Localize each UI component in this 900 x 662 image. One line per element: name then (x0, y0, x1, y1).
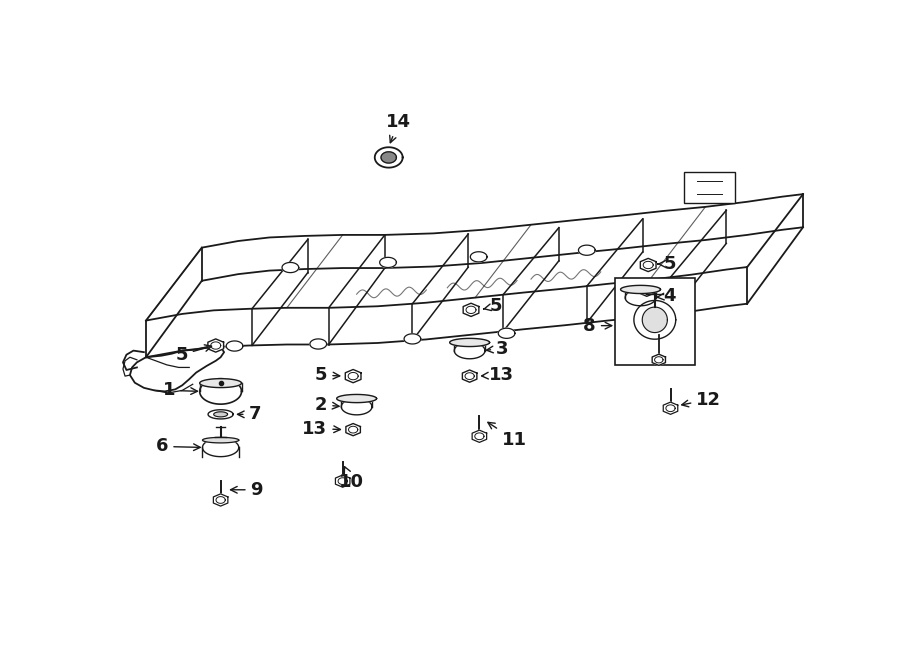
Polygon shape (213, 494, 228, 506)
Text: 5: 5 (483, 297, 501, 315)
Polygon shape (634, 301, 676, 339)
Bar (684, 172, 734, 203)
Polygon shape (202, 438, 238, 457)
Text: 10: 10 (339, 467, 365, 491)
Polygon shape (374, 147, 402, 167)
Bar (615, 278, 695, 365)
Polygon shape (226, 341, 243, 351)
Text: 5: 5 (315, 366, 339, 384)
Polygon shape (213, 412, 228, 417)
Text: 8: 8 (583, 316, 612, 335)
Polygon shape (663, 402, 678, 414)
Text: 12: 12 (681, 391, 721, 408)
Polygon shape (380, 258, 396, 267)
Text: 5: 5 (176, 345, 211, 363)
Polygon shape (202, 438, 238, 443)
Polygon shape (463, 370, 477, 382)
Text: 2: 2 (315, 396, 339, 414)
Polygon shape (130, 346, 224, 391)
Polygon shape (346, 369, 361, 383)
Polygon shape (346, 424, 360, 436)
Polygon shape (381, 152, 396, 163)
Polygon shape (454, 342, 485, 359)
Text: 13: 13 (302, 420, 340, 438)
Text: 6: 6 (156, 438, 200, 455)
Polygon shape (336, 475, 350, 487)
Polygon shape (337, 395, 376, 402)
Polygon shape (499, 328, 515, 338)
Text: 5: 5 (658, 255, 676, 273)
Polygon shape (652, 354, 665, 365)
Polygon shape (579, 245, 595, 256)
Polygon shape (643, 307, 668, 332)
Polygon shape (200, 379, 241, 387)
Text: 14: 14 (386, 113, 411, 143)
Polygon shape (404, 334, 421, 344)
Polygon shape (464, 303, 479, 316)
Text: 3: 3 (487, 340, 508, 357)
Text: 11: 11 (488, 422, 526, 449)
Polygon shape (208, 339, 223, 352)
Polygon shape (626, 289, 656, 306)
Polygon shape (282, 262, 299, 273)
Polygon shape (471, 252, 487, 262)
Polygon shape (310, 339, 327, 349)
Polygon shape (341, 399, 372, 415)
Polygon shape (472, 430, 487, 442)
Polygon shape (450, 338, 490, 346)
Polygon shape (640, 258, 656, 271)
Text: 4: 4 (657, 287, 676, 305)
Polygon shape (208, 410, 233, 419)
Text: 7: 7 (238, 405, 261, 423)
Text: 13: 13 (482, 366, 514, 384)
Polygon shape (641, 286, 652, 297)
Text: 1: 1 (163, 381, 197, 399)
Polygon shape (200, 379, 241, 404)
Text: 9: 9 (230, 481, 263, 498)
Polygon shape (621, 285, 661, 293)
